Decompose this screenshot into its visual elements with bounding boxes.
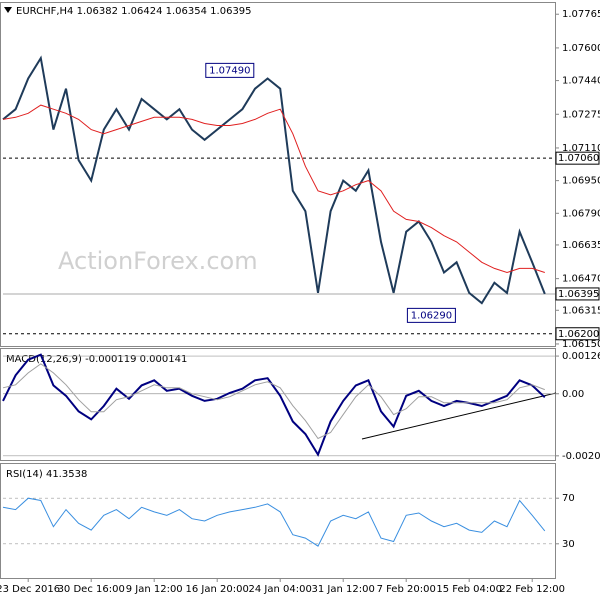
y-tick-label: 30 [562,539,575,550]
macd-panel [0,348,556,461]
series-line [2,104,545,274]
menu-icon [4,7,12,13]
level-label: 1.07060 [558,153,599,164]
y-tick-label: 1.06790 [562,208,600,219]
y-tick-label: 1.06950 [562,176,600,187]
x-tick-label: 31 Jan 12:00 [312,584,375,595]
y-tick-label: 1.06635 [562,240,600,251]
y-tick-label: 1.07275 [562,109,600,120]
x-tick-label: 23 Dec 2016 [0,584,60,595]
x-tick-label: 16 Jan 20:00 [186,584,249,595]
series-line [2,55,546,305]
x-tick-label: 30 Dec 16:00 [58,584,125,595]
y-tick-label: 1.07765 [562,9,600,20]
macd-title: MACD(12,26,9) -0.000119 0.000141 [6,354,187,365]
annotation-box [205,62,255,78]
trend-line [361,392,557,440]
annotation-box [406,307,456,323]
level-label: 1.06395 [558,289,599,300]
price-panel [0,2,556,347]
watermark: ActionForex.com [58,247,258,275]
level-box [555,287,600,301]
y-tick-label: 0.00 [562,389,584,400]
x-tick-label: 15 Feb 04:00 [436,584,502,595]
rsi-title: RSI(14) 41.3538 [6,469,87,480]
y-tick-label: 1.06150 [562,339,600,350]
annotation-label: 1.06290 [411,310,452,321]
y-tick-label: -0.00208 [562,451,600,462]
y-tick-label: 1.06315 [562,305,600,316]
x-tick-label: 7 Feb 20:00 [377,584,436,595]
level-box [555,151,600,165]
y-tick-label: 1.07600 [562,43,600,54]
y-tick-label: 1.07440 [562,76,600,87]
rsi-panel [0,463,556,579]
x-tick-label: 24 Jan 04:00 [249,584,312,595]
series-line [2,353,546,457]
series-line [2,497,546,547]
y-tick-label: 70 [562,493,575,504]
y-tick-label: 1.06470 [562,274,600,285]
series-line [2,363,545,440]
y-tick-label: 1.07110 [562,143,600,154]
level-box [555,327,600,341]
annotation-label: 1.07490 [209,65,250,76]
level-label: 1.06200 [558,329,599,340]
x-tick-label: 22 Feb 12:00 [499,584,565,595]
y-tick-label: 0.001263 [562,351,600,362]
x-tick-label: 9 Jan 12:00 [126,584,183,595]
price-title: EURCHF,H4 1.06382 1.06424 1.06354 1.0639… [16,6,252,17]
